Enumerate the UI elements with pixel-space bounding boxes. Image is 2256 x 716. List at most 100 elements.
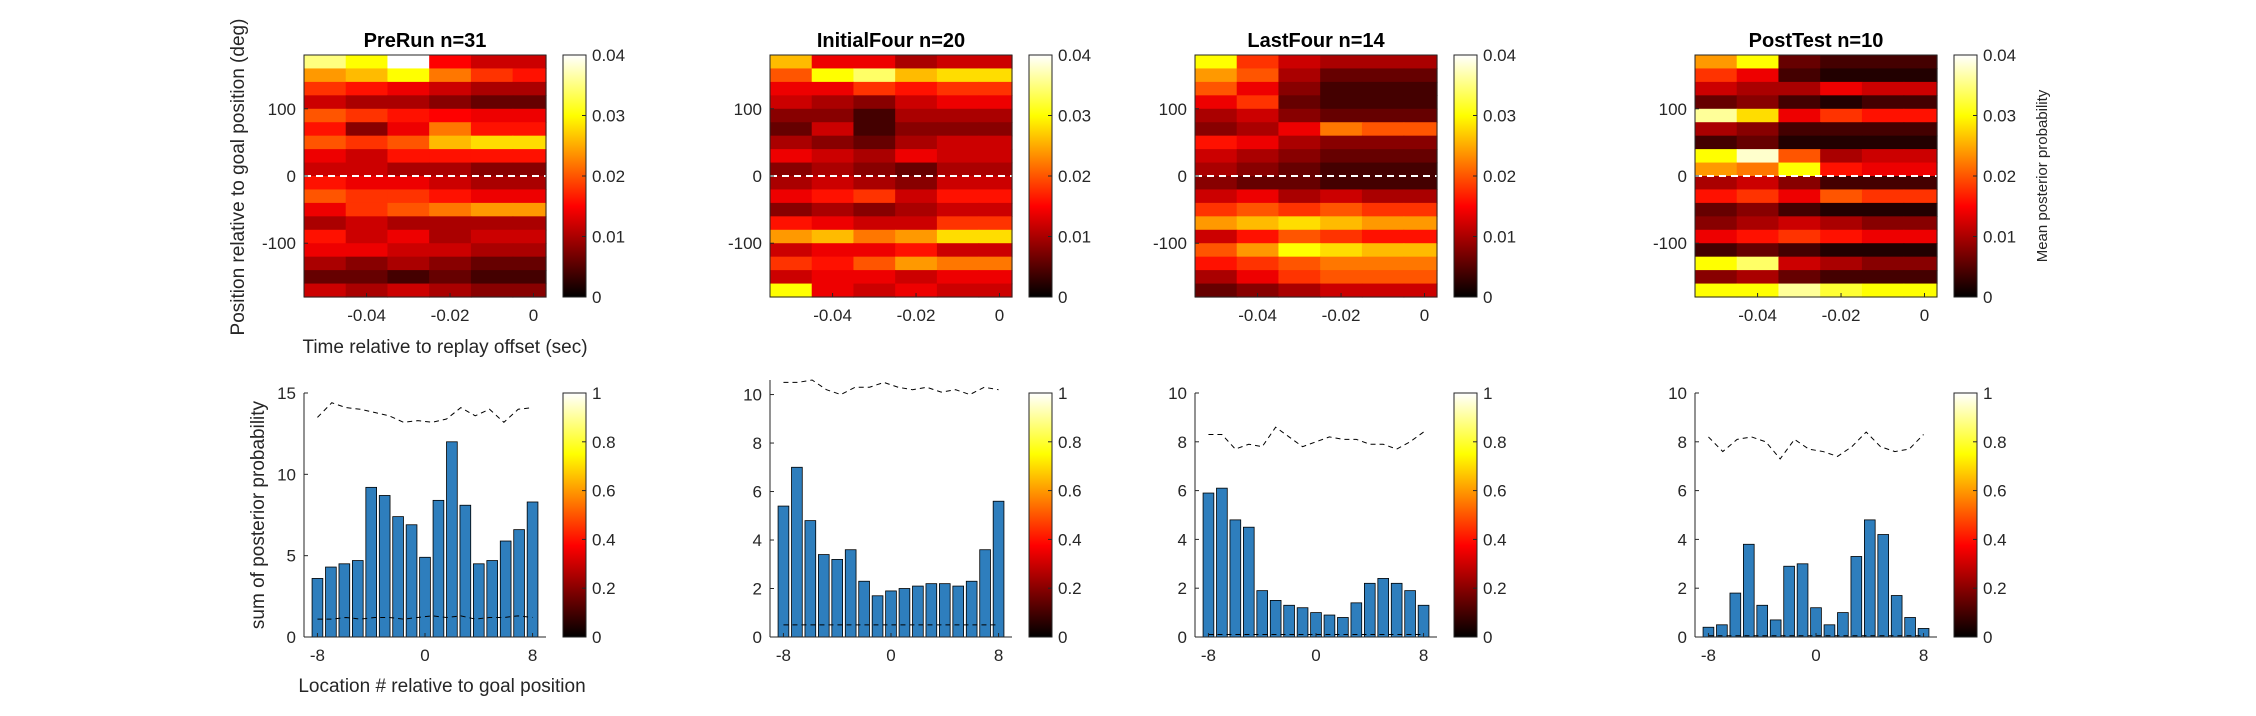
- heatmap-cell: [811, 229, 855, 244]
- bar: [378, 495, 391, 638]
- heatmap-cell: [811, 176, 855, 191]
- heatmap-cell: [853, 81, 896, 96]
- heatmap-cell: [1736, 108, 1780, 123]
- bar: [1350, 602, 1363, 638]
- heatmap-cell: [770, 68, 813, 83]
- x-tick-label: 8: [528, 646, 537, 665]
- heatmap-cell: [304, 149, 347, 164]
- heatmap-cell: [1195, 256, 1238, 271]
- heatmap-cell: [1903, 122, 1938, 137]
- heatmap-cell: [1278, 81, 1321, 96]
- x-tick-label: 8: [994, 646, 1003, 665]
- heatmap-cell: [1695, 55, 1738, 70]
- y-tick-label: 4: [1678, 530, 1687, 549]
- bar: [791, 466, 803, 638]
- y-tick-label: 10: [743, 386, 762, 405]
- bar: [925, 583, 938, 638]
- bar: [1823, 624, 1836, 638]
- heatmap-cell: [936, 135, 980, 150]
- heatmap-cell: [1320, 122, 1363, 137]
- colorbar-tick-label: 0: [1983, 288, 1992, 307]
- heatmap-cell: [936, 270, 980, 285]
- heatmap-cell: [304, 283, 347, 298]
- heatmap-cell: [1861, 95, 1905, 110]
- heatmap-cell: [387, 122, 430, 137]
- heatmap-cell: [1361, 149, 1405, 164]
- heatmap-cell: [1403, 229, 1438, 244]
- bar: [1743, 543, 1755, 638]
- heatmap-cell: [470, 256, 514, 271]
- heatmap-cell: [1736, 202, 1780, 217]
- heatmap-cell: [811, 283, 855, 298]
- heatmap-cell: [429, 270, 472, 285]
- colorbar-tick-label: 0.2: [1058, 579, 1082, 598]
- heatmap-cell: [978, 283, 1013, 298]
- heatmap-cell: [1320, 243, 1363, 258]
- heatmap-cell: [1320, 55, 1363, 70]
- heatmap-cell: [470, 243, 514, 258]
- heatmap-cell: [1778, 176, 1821, 191]
- heatmap-cell: [1778, 135, 1821, 150]
- heatmap-cell: [470, 189, 514, 204]
- heatmap-cell: [1736, 229, 1780, 244]
- colorbar-tick-label: 0.02: [592, 167, 625, 186]
- y-tick-label: 10: [1168, 384, 1187, 403]
- heatmap-cell: [1903, 135, 1938, 150]
- bar: [885, 590, 897, 638]
- y-tick-label: 0: [287, 628, 296, 647]
- y-tick-label: 0: [1178, 167, 1187, 186]
- heatmap-cell: [936, 283, 980, 298]
- x-tick-label: -0.04: [347, 306, 386, 325]
- heatmap-cell: [1320, 216, 1363, 231]
- bar: [1837, 612, 1849, 638]
- x-tick-label: -0.02: [431, 306, 470, 325]
- panel-title: PostTest n=10: [1749, 30, 1884, 52]
- heatmap-cell: [811, 243, 855, 258]
- y-tick-label: 0: [753, 167, 762, 186]
- bar: [419, 556, 431, 638]
- heatmap-cell: [1778, 270, 1821, 285]
- heatmap-cell: [1195, 283, 1238, 298]
- heatmap-cell: [345, 149, 389, 164]
- bar: [1229, 519, 1242, 638]
- heatmap-cell: [304, 229, 347, 244]
- heatmap-cell: [1403, 108, 1438, 123]
- colorbar-tick-label: 0.04: [1983, 46, 2016, 65]
- bar: [1783, 565, 1795, 638]
- heatmap-cell: [387, 176, 430, 191]
- heatmap-cell: [1903, 95, 1938, 110]
- y-tick-label: 100: [734, 100, 762, 119]
- heatmap-cell: [811, 68, 855, 83]
- heatmap-cell: [853, 176, 896, 191]
- bar: [898, 588, 911, 638]
- heatmap-cell: [1361, 176, 1405, 191]
- heatmap-cell: [936, 95, 980, 110]
- heatmap-cell: [853, 68, 896, 83]
- heatmap-cell: [512, 189, 547, 204]
- heatmap-cell: [1736, 256, 1780, 271]
- heatmap-cell: [1695, 243, 1738, 258]
- heatmap-cell: [470, 229, 514, 244]
- x-axis-label: Time relative to replay offset (sec): [302, 337, 587, 358]
- y-tick-label: 0: [1178, 628, 1187, 647]
- heatmap-cell: [512, 68, 547, 83]
- heatmap-cell: [1236, 81, 1280, 96]
- heatmap-cell: [770, 81, 813, 96]
- heatmap-cell: [1320, 81, 1363, 96]
- heatmap-cell: [1361, 122, 1405, 137]
- heatmap-cell: [345, 202, 389, 217]
- y-tick-label: 2: [753, 580, 762, 599]
- heatmap-panel-4: -100 0 100 -0.04 -0.02 0 PostTest n=10 0 0.01 0.0…: [1653, 30, 2051, 325]
- heatmap-cell: [345, 81, 389, 96]
- heatmap-cell: [770, 283, 813, 298]
- colorbar-tick-label: 1: [1058, 384, 1067, 403]
- bar: [472, 563, 485, 638]
- bar: [526, 501, 539, 638]
- heatmap-cell: [936, 243, 980, 258]
- heatmap-cell: [1236, 122, 1280, 137]
- heatmap-cell: [1695, 162, 1738, 177]
- heatmap-cell: [304, 55, 347, 70]
- heatmap-cell: [304, 176, 347, 191]
- heatmap-cell: [345, 270, 389, 285]
- bar: [311, 578, 324, 638]
